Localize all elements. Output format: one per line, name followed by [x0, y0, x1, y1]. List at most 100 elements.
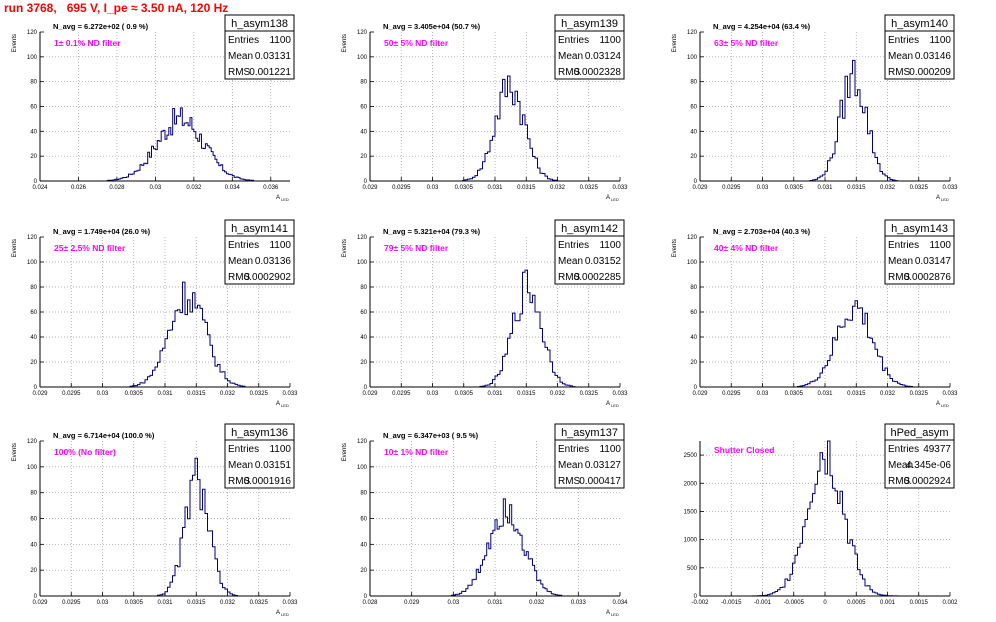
x-tick-label: 0.031	[487, 391, 503, 397]
y-tick-label: 0	[34, 594, 38, 600]
stats-mean-label: Mean	[558, 460, 583, 471]
stats-entries-label: Entries	[228, 444, 259, 455]
x-tick-label: 0.031	[157, 391, 173, 397]
x-tick-label: 0.0005	[847, 600, 866, 606]
x-tick-label: 0.0315	[517, 185, 536, 191]
y-tick-label: 100	[27, 465, 38, 471]
x-tick-label: 0.032	[550, 391, 566, 397]
y-tick-label: 0	[364, 594, 368, 600]
x-tick-label: 0.032	[186, 185, 202, 191]
y-tick-label: 100	[357, 55, 368, 61]
y-tick-label: 120	[357, 30, 368, 36]
x-tick-label: -0.002	[691, 600, 709, 606]
stats-mean-value: 0.03151	[255, 460, 292, 471]
histogram-line	[700, 300, 950, 388]
y-tick-label: 0	[694, 594, 698, 600]
y-tick-label: 60	[30, 517, 37, 523]
stats-entries-value: 1100	[599, 240, 621, 251]
y-tick-label: 40	[30, 542, 37, 548]
x-tick-label: 0.0325	[250, 600, 269, 606]
y-tick-label: 20	[30, 154, 37, 160]
x-axis-title-sub: LED	[941, 403, 949, 408]
y-tick-label: 0	[694, 385, 698, 391]
y-axis-title: Events	[342, 443, 348, 461]
x-tick-label: 0.0325	[250, 391, 269, 397]
y-tick-label: 40	[30, 129, 37, 135]
stats-mean-value: 0.03147	[915, 256, 952, 267]
x-axis-title: ALED	[276, 610, 289, 617]
x-tick-label: 0.033	[612, 391, 628, 397]
stats-rms-label: RMS	[888, 476, 911, 487]
stats-entries-value: 1100	[599, 35, 621, 46]
y-tick-label: 2000	[684, 481, 698, 487]
y-tick-label: 80	[360, 285, 367, 291]
x-tick-label: 0.0305	[785, 185, 804, 191]
histogram-panel-h_asym140: 0.029 0.0295 0.03 0.0305 0.031 0.0315 0.032 0.0…	[672, 14, 958, 202]
y-tick-label: 0	[34, 179, 38, 185]
stats-entries-value: 49377	[923, 444, 951, 455]
x-tick-label: 0.0295	[392, 185, 411, 191]
x-tick-label: 0.0315	[517, 391, 536, 397]
navg-annotation: N_avg = 6.347e+03 ( 9.5 %)	[383, 431, 479, 440]
x-tick-label: 0.031	[487, 600, 503, 606]
y-tick-label: 20	[690, 360, 697, 366]
stats-entries-value: 1100	[269, 35, 291, 46]
stats-mean-label: Mean	[888, 460, 913, 471]
y-tick-label: 40	[690, 129, 697, 135]
navg-annotation: N_avg = 2.703e+04 (40.3 %)	[713, 227, 811, 236]
x-axis-title-main: A	[606, 195, 610, 201]
x-tick-label: 0.0295	[722, 185, 741, 191]
stats-rms-value: 0.0002328	[574, 67, 622, 78]
x-tick-label: 0.001	[880, 600, 896, 606]
x-axis-title-main: A	[606, 610, 610, 616]
stats-mean-value: 4.345e-06	[906, 460, 951, 471]
stats-box-title: h_asym138	[231, 18, 288, 30]
y-tick-label: 2500	[684, 453, 698, 459]
x-axis-title-main: A	[276, 195, 280, 201]
histogram-line	[370, 75, 620, 182]
y-tick-label: 120	[687, 235, 698, 241]
y-tick-label: 1000	[684, 538, 698, 544]
y-axis-title: Events	[342, 34, 348, 52]
x-tick-label: 0.026	[71, 185, 87, 191]
y-tick-label: 0	[364, 385, 368, 391]
x-tick-label: 0.03	[150, 185, 162, 191]
x-tick-label: 0.032	[220, 600, 236, 606]
histogram-panel-h_asym141: 0.029 0.0295 0.03 0.0305 0.031 0.0315 0.032 0.0…	[12, 219, 298, 408]
filter-label: 10± 1% ND filter	[384, 447, 449, 457]
x-axis-title-main: A	[276, 610, 280, 616]
y-tick-label: 120	[27, 30, 38, 36]
x-tick-label: 0.033	[571, 600, 587, 606]
y-axis-title: Events	[672, 239, 678, 257]
stats-entries-label: Entries	[888, 35, 919, 46]
stats-rms-value: 0.001221	[249, 67, 291, 78]
filter-label: 63± 5% ND filter	[714, 38, 779, 48]
x-axis-title-sub: LED	[281, 197, 289, 202]
y-tick-label: 20	[360, 154, 367, 160]
y-tick-label: 100	[687, 260, 698, 266]
y-axis-title: Events	[672, 34, 678, 52]
x-axis-title-sub: LED	[611, 403, 619, 408]
x-tick-label: 0.03	[447, 600, 459, 606]
y-tick-label: 20	[690, 154, 697, 160]
x-tick-label: 0.0305	[785, 391, 804, 397]
stats-entries-value: 1100	[599, 444, 621, 455]
x-tick-label: 0.0325	[910, 185, 929, 191]
y-tick-label: 120	[27, 235, 38, 241]
stats-entries-label: Entries	[228, 240, 259, 251]
y-tick-label: 80	[30, 80, 37, 86]
x-tick-label: 0.024	[32, 185, 48, 191]
stats-box-title: h_asym139	[561, 18, 618, 30]
stats-rms-label: RMS	[228, 272, 251, 283]
x-axis-title-main: A	[936, 401, 940, 407]
x-tick-label: 0.0325	[580, 185, 599, 191]
stats-entries-value: 1100	[929, 240, 951, 251]
x-tick-label: 0.033	[942, 185, 958, 191]
stats-mean-value: 0.03136	[255, 256, 292, 267]
histogram-panel-hPed_asym: -0.002 -0.0015 -0.001 -0.0005 0 0.0005 0.001 0.…	[684, 423, 958, 606]
stats-rms-label: RMS	[558, 476, 581, 487]
x-tick-label: 0.033	[942, 391, 958, 397]
x-tick-label: 0.033	[282, 391, 298, 397]
stats-rms-value: 0.0002902	[244, 272, 292, 283]
